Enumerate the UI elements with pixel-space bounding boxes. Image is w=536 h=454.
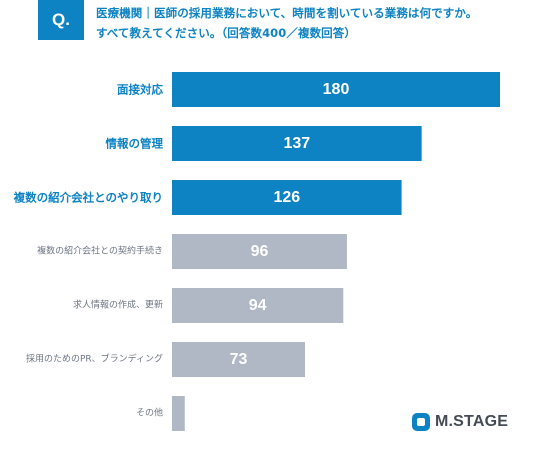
bar-5	[172, 342, 306, 377]
category-label-3: 複数の紹介会社との契約手続き	[37, 245, 163, 257]
question-text-line-1: 医療機関｜医師の採用業務において、時間を割いている業務は何ですか。	[96, 6, 478, 20]
value-label-6: 7	[177, 405, 186, 422]
category-label-4: 求人情報の作成、更新	[73, 299, 163, 311]
question-badge: Q.	[38, 0, 84, 40]
bar-3	[172, 234, 347, 269]
mstage-logo-text: M.STAGE	[435, 413, 509, 430]
category-label-1: 情報の管理	[105, 137, 164, 151]
bar-6	[172, 396, 185, 431]
category-label-5: 採用のためのPR、ブランディング	[26, 353, 163, 365]
category-label-6: その他	[136, 407, 163, 419]
value-label-3: 96	[251, 243, 269, 260]
bar-0	[172, 72, 500, 107]
bar-1	[172, 126, 422, 161]
question-text-line-2: すべて教えてください。（回答数400／複数回答）	[96, 26, 356, 40]
bar-2	[172, 180, 402, 215]
value-label-1: 137	[283, 135, 310, 152]
value-label-5: 73	[230, 351, 248, 368]
mstage-logo: M.STAGE	[412, 411, 508, 433]
value-label-0: 180	[323, 81, 350, 98]
category-label-0: 面接対応	[117, 83, 163, 97]
mstage-logo-icon	[412, 413, 430, 431]
bar-4	[172, 288, 344, 323]
value-label-4: 94	[249, 297, 267, 314]
value-label-2: 126	[273, 189, 300, 206]
category-label-2: 複数の紹介会社とのやり取り	[13, 191, 163, 205]
